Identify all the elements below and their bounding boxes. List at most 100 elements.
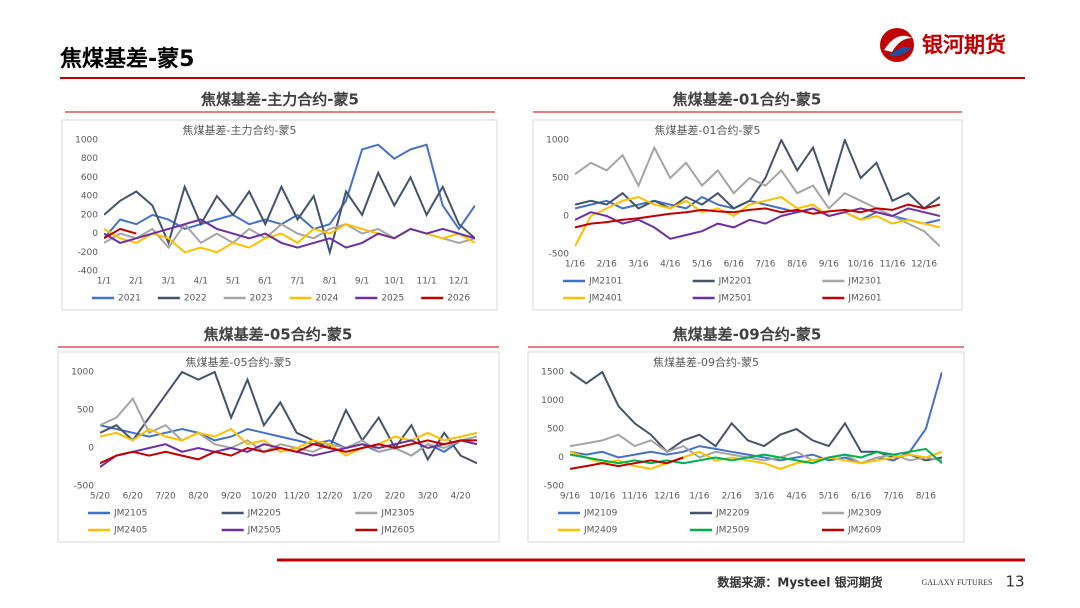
y-tick-label: -200 (78, 248, 99, 258)
legend-label: JM2101 (588, 277, 622, 287)
chart-title: 焦煤基差-主力合约-蒙5 (183, 123, 297, 137)
legend-label: JM2609 (847, 526, 882, 536)
legend-label: JM2505 (247, 526, 281, 536)
x-tick-label: 6/16 (724, 260, 744, 270)
legend-label: JM2401 (588, 294, 622, 304)
series-line (104, 218, 475, 249)
y-tick-label: 500 (547, 425, 564, 435)
x-tick-label: 5/20 (90, 492, 110, 502)
logo-text: 银河期货 (922, 33, 1006, 57)
y-tick-label: 800 (81, 154, 98, 164)
y-tick-label: 0 (92, 229, 98, 239)
chart-title: 焦煤基差-09合约-蒙5 (653, 355, 759, 369)
x-tick-label: 11/16 (879, 260, 905, 270)
legend-label: JM2405 (113, 526, 147, 536)
x-tick-label: 9/16 (819, 260, 839, 270)
x-tick-label: 4/16 (660, 260, 680, 270)
x-tick-label: 10/16 (589, 492, 615, 502)
series-line (570, 456, 684, 470)
brand: GALAXY FUTURES (921, 578, 992, 587)
x-tick-label: 2/16 (722, 492, 742, 502)
source-note: 数据来源：Mysteel 银河期货 (717, 575, 882, 590)
y-tick-label: -500 (74, 482, 95, 492)
legend-label: JM2209 (715, 509, 750, 519)
legend-label: JM2109 (583, 509, 618, 519)
legend-label: JM2605 (380, 526, 414, 536)
legend-label: JM2301 (847, 277, 881, 287)
y-tick-label: -500 (549, 250, 570, 260)
chart-title: 焦煤基差-01合约-蒙5 (655, 123, 761, 137)
legend-label: 2022 (184, 294, 207, 304)
chart-title: 焦煤基差-05合约-蒙5 (186, 355, 292, 369)
x-tick-label: 4/16 (786, 492, 806, 502)
x-tick-label: 11/1 (416, 277, 436, 287)
x-tick-label: 8/16 (787, 260, 807, 270)
x-tick-label: 11/20 (284, 492, 310, 502)
series-line (100, 439, 477, 465)
legend-label: 2021 (118, 294, 141, 304)
x-tick-label: 12/1 (449, 277, 469, 287)
x-tick-label: 7/1 (290, 277, 304, 287)
series-line (570, 433, 942, 465)
panel-title: 焦煤基差-主力合约-蒙5 (200, 91, 359, 109)
x-tick-label: 11/16 (622, 492, 648, 502)
x-tick-label: 3/16 (754, 492, 774, 502)
y-tick-label: 1500 (541, 368, 564, 378)
y-tick-label: 0 (88, 444, 94, 454)
x-tick-label: 7/20 (155, 492, 175, 502)
legend-label: JM2601 (847, 294, 881, 304)
x-tick-label: 9/16 (560, 492, 580, 502)
x-tick-label: 12/20 (317, 492, 343, 502)
x-tick-label: 5/16 (819, 492, 839, 502)
y-tick-label: 500 (552, 174, 569, 184)
x-tick-label: 8/20 (188, 492, 208, 502)
y-tick-label: 1000 (546, 136, 569, 146)
x-tick-label: 2/16 (597, 260, 617, 270)
y-tick-label: 0 (563, 212, 569, 222)
series-line (104, 227, 137, 240)
slide-title: 焦煤基差-蒙5 (59, 46, 194, 72)
x-tick-label: 12/16 (911, 260, 937, 270)
x-tick-label: 2/20 (385, 492, 405, 502)
panel-title: 焦煤基差-09合约-蒙5 (672, 326, 822, 344)
x-tick-label: 3/1 (161, 277, 175, 287)
logo (880, 28, 914, 62)
legend-label: 2024 (316, 294, 339, 304)
legend-label: 2025 (381, 294, 404, 304)
x-tick-label: 6/20 (123, 492, 143, 502)
x-tick-label: 7/16 (755, 260, 775, 270)
x-tick-label: 1/20 (352, 492, 372, 502)
x-tick-label: 6/16 (851, 492, 871, 502)
x-tick-label: 3/16 (628, 260, 648, 270)
legend-label: JM2509 (715, 526, 750, 536)
legend-label: 2023 (250, 294, 273, 304)
legend-label: JM2105 (113, 509, 147, 519)
legend-label: JM2305 (380, 509, 414, 519)
x-tick-label: 10/16 (848, 260, 874, 270)
y-tick-label: 600 (81, 173, 98, 183)
series-line (100, 371, 477, 465)
series-line (570, 450, 942, 470)
y-tick-label: 200 (81, 210, 98, 220)
panel-title: 焦煤基差-05合约-蒙5 (203, 326, 353, 344)
series-line (575, 139, 940, 210)
chart-frame (61, 119, 498, 311)
series-line (575, 203, 940, 229)
panel-title: 焦煤基差-01合约-蒙5 (672, 91, 822, 109)
legend-label: JM2309 (847, 509, 882, 519)
y-tick-label: 0 (558, 453, 564, 463)
x-tick-label: 4/20 (450, 492, 470, 502)
x-tick-label: 6/1 (258, 277, 272, 287)
x-tick-label: 5/16 (692, 260, 712, 270)
legend-label: JM2409 (583, 526, 618, 536)
x-tick-label: 7/16 (883, 492, 903, 502)
chart-frame (527, 351, 965, 543)
x-tick-label: 1/16 (565, 260, 585, 270)
series-line (104, 143, 475, 239)
y-tick-label: 1000 (541, 396, 564, 406)
legend-label: 2026 (447, 294, 470, 304)
y-tick-label: 1000 (75, 136, 98, 146)
x-tick-label: 9/20 (221, 492, 241, 502)
y-tick-label: -400 (78, 267, 99, 277)
